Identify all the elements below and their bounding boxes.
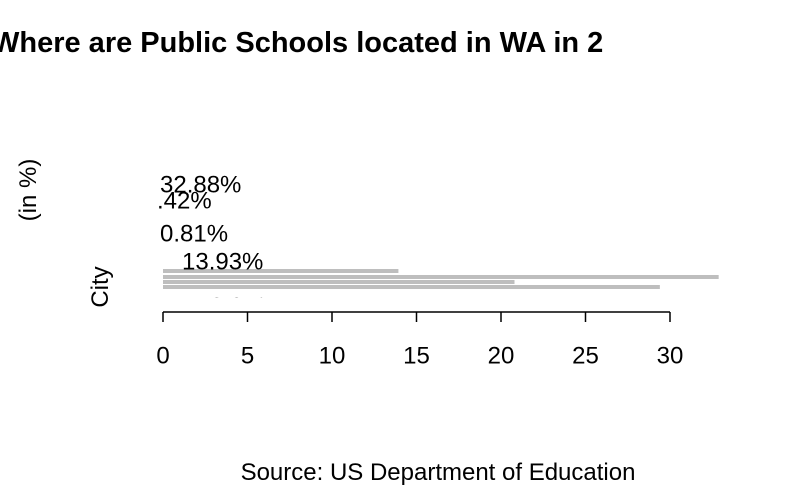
y-axis-label: City	[87, 266, 114, 307]
bar	[163, 285, 660, 289]
bar	[163, 275, 719, 279]
x-tick-label: 5	[241, 342, 254, 369]
x-tick-label: 30	[657, 342, 684, 369]
x-tick-label: 0	[156, 342, 169, 369]
annotation: 32.88%	[160, 171, 241, 198]
bar	[163, 269, 399, 273]
x-tick-label: 20	[488, 342, 515, 369]
source-note: Source: US Department of Education	[241, 459, 636, 486]
bar	[163, 280, 515, 284]
y-axis-label: (in %)	[15, 159, 42, 222]
chart-title: Where are Public Schools located in WA i…	[0, 27, 603, 59]
annotation: .42%	[157, 187, 212, 214]
annotation: 0.81%	[160, 220, 228, 247]
x-tick-label: 25	[572, 342, 599, 369]
annotations: 32.88%.42% 0.81%13.93% 2.97%	[157, 171, 278, 320]
x-tick-label: 15	[403, 342, 430, 369]
annotation: 13.93%	[182, 248, 263, 275]
annotation: 2.97%	[210, 293, 278, 320]
x-tick-label: 10	[319, 342, 346, 369]
